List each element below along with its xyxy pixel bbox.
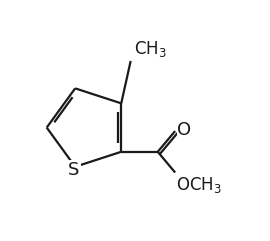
Text: S: S bbox=[68, 161, 80, 179]
Text: CH$_3$: CH$_3$ bbox=[134, 39, 167, 59]
Text: O: O bbox=[177, 121, 192, 139]
Text: OCH$_3$: OCH$_3$ bbox=[176, 175, 222, 195]
